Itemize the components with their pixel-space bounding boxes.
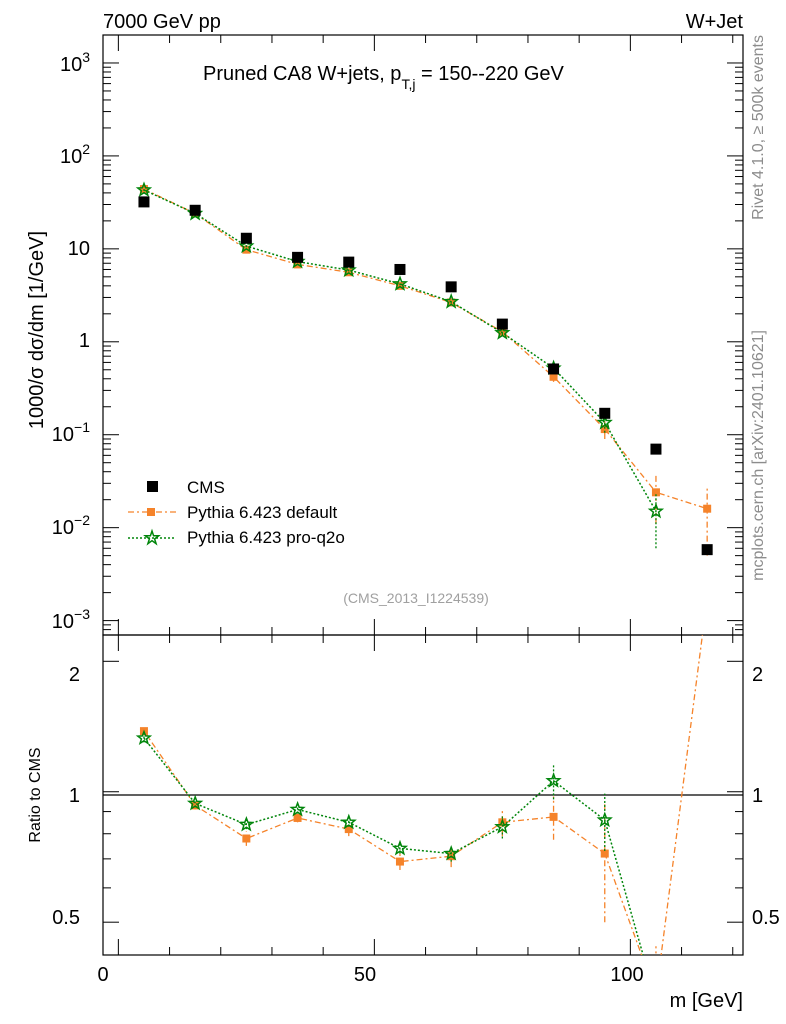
ratio-point-pythia-6-423-default — [344, 825, 353, 834]
main-point-pythia-6-423-pro-q2o — [391, 275, 409, 291]
x-tick-labels: 0 50 100 — [97, 964, 643, 986]
ratio-point-pythia-6-423-default — [395, 857, 404, 866]
main-point-cms — [445, 281, 457, 293]
main-point-pythia-6-423-pro-q2o — [442, 293, 460, 309]
ratio-y-axis-label: Ratio to CMS — [27, 747, 44, 842]
chart-title: Pruned CA8 W+jets, pT,j = 150--220 GeV — [203, 63, 565, 92]
ratio-point-pythia-6-423-pro-q2o — [238, 815, 255, 832]
legend: CMS Pythia 6.423 default Pythia 6.423 pr… — [128, 478, 345, 547]
main-point-pythia-6-423-default — [703, 504, 712, 513]
main-point-pythia-6-423-pro-q2o — [494, 324, 511, 340]
y-tick-label-1: 1 — [79, 330, 90, 352]
ratio-y-tick-1-right: 1 — [752, 785, 763, 807]
main-point-pythia-6-423-pro-q2o — [135, 181, 153, 197]
ratio-point-pythia-6-423-pro-q2o — [494, 818, 511, 834]
header-energy: 7000 GeV pp — [103, 11, 221, 33]
main-line-pythia-6-423-pro-q2o — [143, 189, 657, 512]
y-tick-label-1e-2: 10−2 — [52, 512, 90, 539]
ratio-point-pythia-6-423-pro-q2o — [650, 994, 662, 1006]
main-point-pythia-6-423-pro-q2o — [238, 237, 255, 254]
ratio-line-pythia-6-423-default — [143, 635, 704, 955]
main-point-pythia-6-423-default — [600, 425, 609, 434]
title-subscript: T,j — [401, 76, 415, 92]
legend-label-pro-q2o: Pythia 6.423 pro-q2o — [187, 528, 345, 547]
main-point-cms — [189, 204, 201, 216]
ratio-point-pythia-6-423-default — [703, 594, 711, 602]
ratio-line-pythia-6-423-pro-q2o — [143, 737, 644, 955]
ratio-point-pythia-6-423-default — [549, 812, 558, 821]
main-point-pythia-6-423-pro-q2o — [340, 261, 357, 278]
ratio-y-tick-05-left: 0.5 — [52, 907, 80, 929]
legend-swatch-marker-default — [147, 508, 155, 516]
rivet-version: Rivet 4.1.0, ≥ 500k events — [750, 35, 767, 220]
mcplots-credit: mcplots.cern.ch [arXiv:2401.10621] — [750, 330, 767, 581]
main-line-pythia-6-423-default — [143, 188, 708, 510]
ratio-point-pythia-6-423-pro-q2o — [289, 800, 306, 817]
svg-text:Pruned CA8 W+jets, pT,j = 150-: Pruned CA8 W+jets, pT,j = 150--220 GeV — [203, 63, 565, 92]
main-point-pythia-6-423-default — [651, 488, 660, 497]
main-y-axis-label: 1000/σ dσ/dm [1/GeV] — [26, 231, 48, 429]
x-tick-label-0: 0 — [97, 964, 108, 986]
main-point-cms — [650, 443, 662, 455]
y-tick-label-1e-3: 10−3 — [52, 606, 90, 633]
analysis-id: (CMS_2013_I1224539) — [343, 590, 489, 606]
y-tick-label-1e3: 103 — [60, 49, 90, 76]
legend-swatch-marker-pro-q2o — [143, 528, 161, 546]
main-point-pythia-6-423-pro-q2o — [647, 502, 665, 519]
ratio-point-pythia-6-423-pro-q2o — [442, 844, 460, 861]
main-point-cms — [496, 318, 508, 330]
main-point-cms — [343, 256, 355, 268]
ratio-panel-data — [135, 594, 711, 1006]
main-y-tick-labels: 103 102 10 1 10−1 10−2 10−3 — [52, 49, 90, 633]
main-panel-data — [135, 181, 713, 556]
main-point-cms — [701, 544, 713, 556]
main-point-pythia-6-423-pro-q2o — [596, 413, 613, 430]
title-rest: = 150--220 GeV — [415, 63, 564, 85]
y-tick-label-1e-1: 10−1 — [52, 419, 90, 446]
y-tick-label-10: 10 — [68, 238, 90, 260]
ratio-point-pythia-6-423-pro-q2o — [340, 813, 357, 830]
x-axis-label: m [GeV] — [670, 990, 743, 1012]
ratio-point-pythia-6-423-default — [293, 813, 302, 822]
ratio-point-pythia-6-423-pro-q2o — [186, 794, 204, 811]
ratio-point-pythia-6-423-pro-q2o — [391, 839, 409, 856]
x-tick-label-100: 100 — [610, 964, 643, 986]
ratio-y-tick-1-left: 1 — [69, 785, 80, 807]
header-process: W+Jet — [686, 11, 744, 33]
ratio-point-pythia-6-423-default — [242, 834, 251, 843]
main-point-pythia-6-423-default — [498, 327, 507, 336]
y-tick-label-1e2: 102 — [60, 141, 90, 168]
legend-swatch-cms — [147, 481, 158, 492]
title-main: Pruned CA8 W+jets, p — [203, 63, 401, 85]
main-point-cms — [548, 363, 560, 375]
axis-ticks — [103, 34, 743, 955]
main-point-pythia-6-423-default — [549, 372, 558, 381]
main-point-cms — [138, 196, 150, 208]
main-point-cms — [292, 251, 304, 263]
ratio-point-pythia-6-423-pro-q2o — [596, 811, 613, 828]
main-point-cms — [599, 407, 611, 419]
ratio-point-pythia-6-423-pro-q2o — [135, 729, 153, 746]
ratio-y-tick-05-right: 0.5 — [752, 907, 780, 929]
legend-label-default: Pythia 6.423 default — [187, 503, 338, 522]
ratio-point-pythia-6-423-default — [652, 991, 660, 999]
legend-label-cms: CMS — [187, 478, 225, 497]
ratio-y-tick-2-left: 2 — [69, 664, 80, 686]
ratio-y-tick-2-right: 2 — [752, 664, 763, 686]
x-tick-label-50: 50 — [354, 964, 376, 986]
ratio-point-pythia-6-423-pro-q2o — [545, 772, 562, 788]
ratio-point-pythia-6-423-default — [600, 849, 609, 858]
main-point-cms — [394, 263, 406, 275]
main-point-cms — [240, 232, 252, 244]
ratio-y-tick-labels: 2 1 0.5 2 1 0.5 — [52, 664, 780, 929]
